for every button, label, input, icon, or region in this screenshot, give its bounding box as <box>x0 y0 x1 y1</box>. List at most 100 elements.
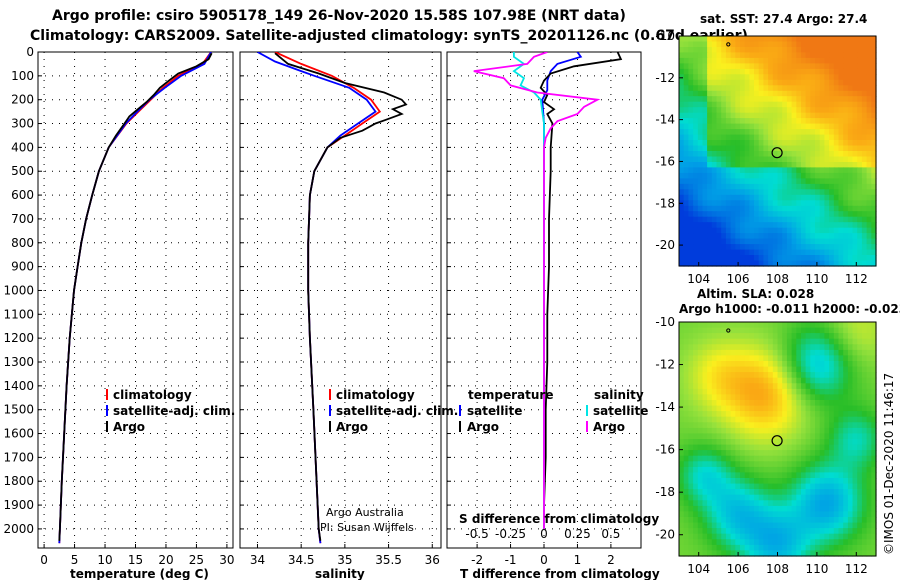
map-cell <box>749 101 755 108</box>
map-cell <box>721 134 727 141</box>
map-cell <box>871 322 877 329</box>
map-cell <box>777 96 783 103</box>
map-cell <box>768 327 774 334</box>
map-cell <box>810 101 816 108</box>
map-cell <box>688 416 694 423</box>
map-cell <box>679 47 685 54</box>
map-cell <box>697 36 704 43</box>
map-cell <box>716 444 722 451</box>
map-cell <box>871 211 877 218</box>
map-cell <box>735 129 741 136</box>
map-cell <box>829 79 835 86</box>
map-cell <box>796 238 802 245</box>
map-cell <box>852 366 858 373</box>
map-cell <box>763 322 769 329</box>
map-cell <box>693 216 699 223</box>
map-cell <box>857 167 863 174</box>
map-cell <box>815 427 821 435</box>
map-cell <box>852 244 858 251</box>
map-cell <box>697 260 704 267</box>
map-cell <box>683 260 689 267</box>
map-cell <box>857 433 863 440</box>
map-cell <box>782 478 788 485</box>
map-cell <box>801 427 807 435</box>
map-cell <box>796 36 802 43</box>
map-cell <box>758 123 764 130</box>
map-cell <box>693 227 699 234</box>
map-cell <box>697 322 704 329</box>
map-cell <box>847 377 854 384</box>
map-cell <box>688 444 694 451</box>
map-cell <box>763 216 769 223</box>
map-cell <box>819 68 825 75</box>
map-cell <box>702 405 708 412</box>
map-cell <box>721 205 727 212</box>
map-cell <box>838 511 844 518</box>
map-cell <box>679 433 685 440</box>
map-cell <box>679 466 685 474</box>
map-cell <box>861 517 868 524</box>
map-cell <box>777 52 783 59</box>
map-cell <box>763 366 769 373</box>
map-cell <box>721 522 727 529</box>
map-cell <box>801 172 807 179</box>
map-cell <box>810 539 816 546</box>
map-cell <box>791 372 797 379</box>
map-cell <box>819 327 825 334</box>
map-cell <box>801 416 807 423</box>
map-cell <box>725 238 732 245</box>
map-cell <box>838 494 844 501</box>
map-cell <box>829 63 835 70</box>
map-cell <box>693 96 699 103</box>
map-cell <box>833 517 840 524</box>
map-cell <box>683 550 689 557</box>
map-cell <box>716 68 722 75</box>
map-cell <box>871 145 877 152</box>
map-cell <box>782 227 788 234</box>
map-cell <box>838 505 844 513</box>
map-cell <box>843 134 849 141</box>
map-cell <box>861 52 868 59</box>
map-cell <box>702 544 708 552</box>
map-cell <box>697 205 704 212</box>
map-tick-label-y: -20 <box>655 238 675 252</box>
map-cell <box>866 383 872 390</box>
map-cell <box>725 377 732 384</box>
map-cell <box>871 140 877 147</box>
map-cell <box>777 539 783 546</box>
map-cell <box>683 47 689 54</box>
map-cell <box>829 355 835 362</box>
map-cell <box>786 200 793 207</box>
map-cell <box>683 205 689 212</box>
map-cell <box>711 85 718 92</box>
map-cell <box>786 244 793 251</box>
map-cell <box>791 249 797 256</box>
map-cell <box>819 394 825 401</box>
map-cell <box>735 255 741 262</box>
map-cell <box>871 422 877 429</box>
map-cell <box>697 338 704 345</box>
map-cell <box>796 455 802 462</box>
map-cell <box>829 140 835 147</box>
map-cell <box>861 129 868 136</box>
map-cell <box>735 172 741 179</box>
map-cell <box>801 388 807 396</box>
map-cell <box>824 255 830 262</box>
map-cell <box>847 233 854 240</box>
map-cell <box>721 107 727 114</box>
map-cell <box>810 500 816 507</box>
map-cell <box>716 112 722 119</box>
map-cell <box>777 394 783 401</box>
map-cell <box>768 194 774 201</box>
map-cell <box>786 96 793 103</box>
map-cell <box>852 433 858 440</box>
map-cell <box>744 244 750 251</box>
map-cell <box>857 162 863 169</box>
map-cell <box>730 444 736 451</box>
map-cell <box>871 533 877 540</box>
map-cell <box>782 338 788 345</box>
map-cell <box>716 41 722 48</box>
map-cell <box>824 427 830 435</box>
map-cell <box>861 461 868 468</box>
map-cell <box>716 90 722 97</box>
